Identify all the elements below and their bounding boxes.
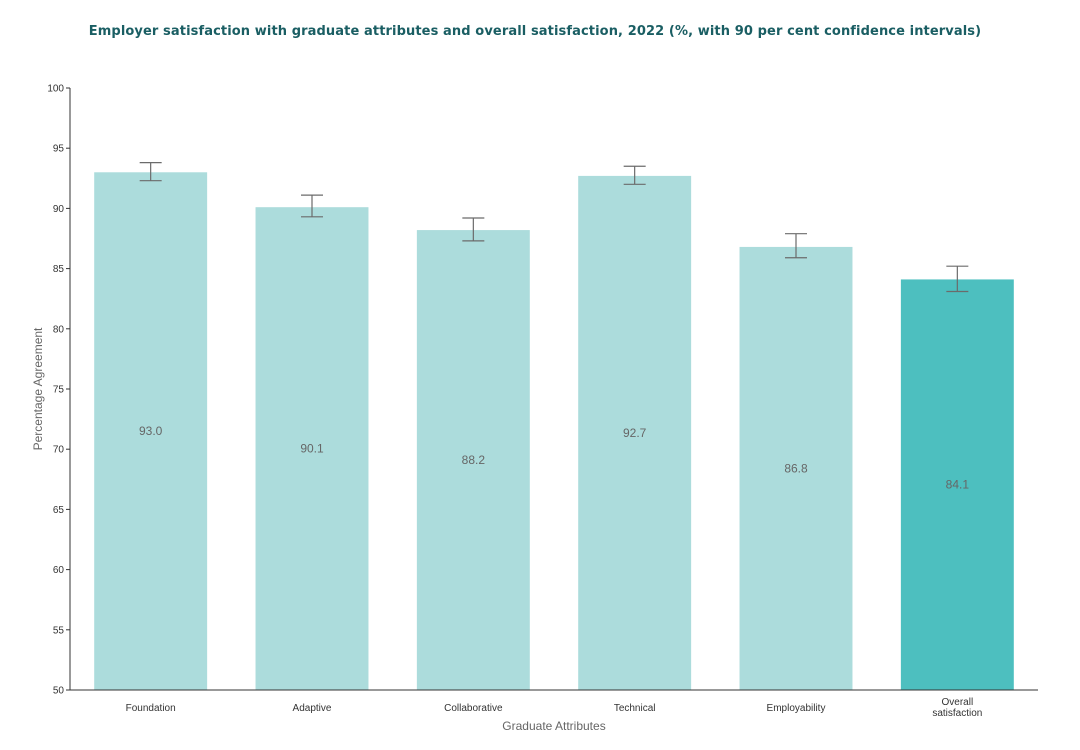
bar-value-label: 90.1 xyxy=(300,442,324,456)
y-tick-label: 100 xyxy=(47,84,64,95)
x-category-labels: Foundation Adaptive Collaborative Technical… xyxy=(126,697,983,719)
chart-title: Employer satisfaction with graduate attr… xyxy=(88,24,982,39)
y-tick-label: 50 xyxy=(53,686,65,697)
x-category-label: Technical xyxy=(614,703,656,714)
error-bar xyxy=(139,162,162,182)
x-category-label: Foundation xyxy=(126,703,176,714)
error-bar xyxy=(946,265,969,293)
error-bar xyxy=(462,217,485,242)
y-tick-label: 65 xyxy=(53,505,65,516)
x-category-label: Collaborative xyxy=(444,703,503,714)
y-tick-label: 80 xyxy=(53,324,65,335)
y-tick-label: 95 xyxy=(53,144,65,155)
y-tick-label: 70 xyxy=(53,445,65,456)
x-category-label: Adaptive xyxy=(293,703,332,714)
bar xyxy=(739,246,853,691)
y-tick-label: 85 xyxy=(53,264,65,275)
value-labels-layer: 93.0 90.1 88.2 92.7 86.8 84.1 xyxy=(139,424,969,492)
y-axis-title: Percentage Agreement xyxy=(31,327,45,450)
y-tick-labels: 50 55 60 65 70 75 80 85 90 95 100 xyxy=(47,84,70,697)
bar-value-label: 88.2 xyxy=(462,453,486,467)
axes-layer xyxy=(69,88,1038,691)
y-tick-label: 55 xyxy=(53,625,65,636)
bar xyxy=(578,175,692,691)
error-bar xyxy=(785,233,807,259)
error-bar xyxy=(623,165,646,185)
x-category-label: Overall satisfaction xyxy=(932,697,982,719)
bar-value-label: 92.7 xyxy=(623,426,647,440)
bars-layer xyxy=(94,172,1014,691)
y-tick-label: 60 xyxy=(53,565,65,576)
bar xyxy=(94,172,208,690)
x-axis-title: Graduate Attributes xyxy=(502,719,605,733)
error-bar xyxy=(301,194,323,218)
bar-value-label: 84.1 xyxy=(946,478,970,492)
bar xyxy=(255,207,369,691)
bar xyxy=(900,279,1014,690)
error-bars-layer xyxy=(139,162,969,293)
x-category-label: Employability xyxy=(767,703,826,714)
bar-value-label: 86.8 xyxy=(784,461,808,475)
bar-value-label: 93.0 xyxy=(139,424,163,438)
y-tick-label: 90 xyxy=(53,204,65,215)
bar xyxy=(416,230,530,690)
y-tick-label: 75 xyxy=(53,385,65,396)
